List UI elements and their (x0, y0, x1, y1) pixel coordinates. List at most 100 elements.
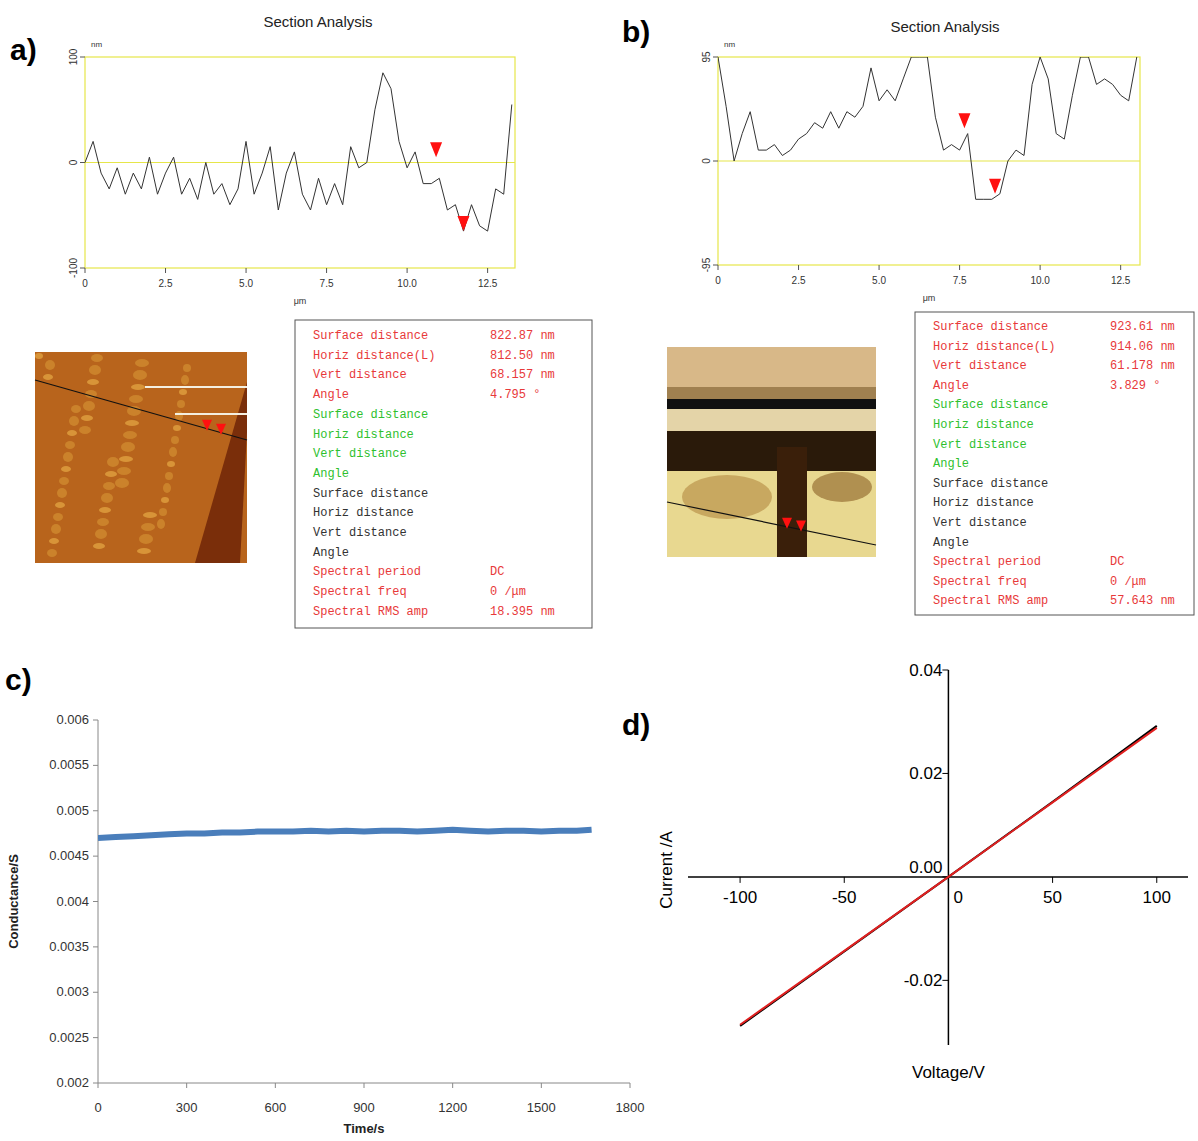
trench (777, 447, 807, 557)
grain (45, 360, 55, 370)
y-tick (93, 765, 98, 766)
table-label: Horiz distance (313, 428, 414, 442)
grain (139, 534, 153, 544)
table-label: Angle (313, 467, 349, 481)
grain (169, 447, 177, 457)
x-tick (740, 877, 741, 883)
grain (67, 430, 77, 436)
grain (115, 478, 129, 488)
table-value: 923.61 nm (1110, 320, 1175, 334)
table-label: Vert distance (313, 368, 407, 382)
line (740, 726, 1157, 1026)
grain (71, 405, 81, 413)
panel-label: a) (10, 33, 37, 66)
y-tick-label: 0.0045 (49, 848, 89, 863)
table-value: 0 /μm (1110, 575, 1146, 589)
y-tick (93, 1083, 98, 1084)
table-value: 822.87 nm (490, 329, 555, 343)
y-tick-label: 0.02 (909, 764, 942, 783)
y-tick (80, 57, 85, 58)
grain (161, 497, 169, 503)
x-tick (844, 877, 845, 883)
table-value: 57.643 nm (1110, 594, 1175, 608)
x-tick (541, 1083, 542, 1088)
grain (59, 477, 69, 485)
table-label: Spectral period (933, 555, 1041, 569)
grain (43, 374, 53, 380)
x-tick-label: 0 (715, 275, 721, 286)
table-label: Surface distance (933, 398, 1048, 412)
table-value: 18.395 nm (490, 605, 555, 619)
grain (163, 483, 171, 493)
x-tick-label: 0 (94, 1100, 101, 1115)
grain (99, 507, 111, 513)
table-label: Spectral freq (933, 575, 1027, 589)
table-frame (295, 320, 592, 628)
table-label: Vert distance (313, 447, 407, 461)
table-frame (915, 312, 1194, 615)
streak (145, 386, 247, 388)
y-tick-label: 0.00 (909, 858, 942, 877)
grain (51, 524, 61, 534)
table-label: Angle (313, 546, 349, 560)
x-axis-title: Time/s (344, 1121, 385, 1136)
grain (131, 384, 145, 390)
x-tick (98, 1083, 99, 1088)
table-value: 61.178 nm (1110, 359, 1175, 373)
x-tick (364, 1083, 365, 1088)
grain (105, 471, 117, 477)
panel-label: c) (5, 663, 32, 696)
afm-image (667, 347, 876, 557)
x-tick-label: 1200 (438, 1100, 467, 1115)
grain (183, 364, 191, 372)
band (667, 431, 876, 471)
grain (135, 359, 149, 367)
table-label: Spectral RMS amp (933, 594, 1048, 608)
grain (173, 425, 181, 431)
y-tick-label: 0.005 (56, 803, 89, 818)
grain (95, 529, 107, 539)
table-value: 68.157 nm (490, 368, 555, 382)
plot-area (718, 57, 1137, 199)
table-label: Angle (313, 388, 349, 402)
y-tick (93, 810, 98, 811)
figure: a)Section Analysis-100010002.55.07.510.0… (0, 0, 1198, 1141)
grain (119, 456, 133, 462)
y-axis-title: Conductance/S (6, 854, 21, 949)
y-tick-label: -0.02 (904, 971, 943, 990)
y-tick-label: 0.006 (56, 712, 89, 727)
y-axis (948, 670, 950, 1045)
table-value: 4.795 ° (490, 388, 540, 402)
grain (89, 365, 101, 375)
x-tick-label: 100 (1143, 888, 1171, 907)
grain (123, 431, 137, 439)
grain (107, 457, 119, 467)
grain (81, 415, 93, 421)
x-tick-label: 5.0 (872, 275, 886, 286)
scan-line (667, 502, 876, 545)
x-tick-label: 0 (82, 278, 88, 289)
band (667, 409, 876, 431)
x-tick-label: 300 (176, 1100, 198, 1115)
band (667, 399, 876, 409)
x-tick (1040, 265, 1041, 270)
y-axis-title: nm (91, 40, 102, 49)
y-tick (713, 57, 718, 58)
title: Section Analysis (890, 18, 999, 35)
x-tick (959, 265, 960, 270)
table-label: Angle (933, 457, 969, 471)
x-tick (452, 1083, 453, 1088)
table-label: Surface distance (313, 329, 428, 343)
trench (195, 382, 247, 563)
grain (63, 452, 73, 462)
y-tick-label: 0 (68, 159, 79, 165)
grain (101, 493, 113, 503)
grain (121, 442, 135, 452)
y-tick (93, 901, 98, 902)
grain (87, 379, 99, 385)
y-axis-title: nm (724, 40, 735, 49)
x-tick (1120, 265, 1121, 270)
table-label: Horiz distance (313, 506, 414, 520)
table-label: Surface distance (933, 477, 1048, 491)
table-label: Horiz distance (933, 496, 1034, 510)
